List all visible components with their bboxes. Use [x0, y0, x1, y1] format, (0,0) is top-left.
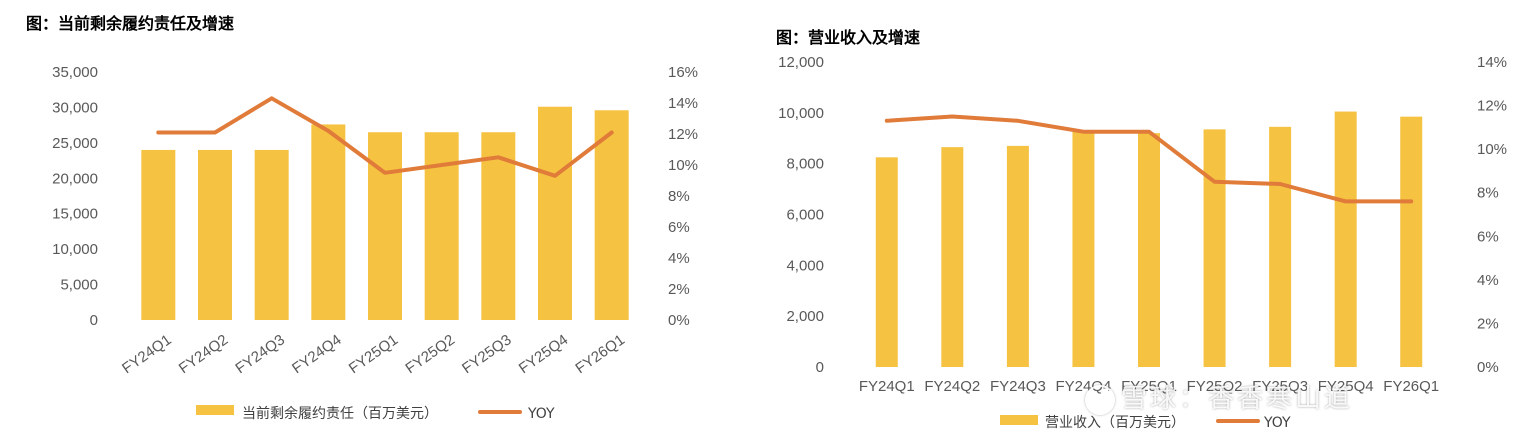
x-tick-label: FY25Q4	[1318, 378, 1374, 395]
y2-tick-label: 14%	[1477, 54, 1507, 71]
y2-tick-label: 2%	[668, 281, 690, 298]
y2-tick-label: 6%	[668, 219, 690, 236]
y-tick-label: 0	[816, 359, 824, 376]
x-tick-label: FY25Q2	[402, 331, 458, 377]
legend-label: 当前剩余履约责任（百万美元）	[242, 405, 438, 422]
x-tick-label: FY24Q2	[176, 331, 232, 377]
y2-tick-label: 8%	[668, 188, 690, 205]
y2-tick-label: 12%	[668, 126, 698, 143]
x-tick-label: FY26Q1	[572, 331, 628, 377]
bar	[1269, 126, 1292, 367]
y-tick-label: 8,000	[786, 156, 824, 173]
bar	[1072, 130, 1095, 367]
bar	[1006, 145, 1029, 367]
bar	[424, 132, 459, 320]
legend-label: 营业收入（百万美元）	[1045, 415, 1185, 431]
bar	[1203, 129, 1226, 367]
x-tick-label: FY26Q1	[1383, 378, 1439, 395]
y2-tick-label: 2%	[1477, 315, 1499, 332]
legend-bar-swatch	[1000, 415, 1038, 425]
y-tick-label: 4,000	[786, 257, 824, 274]
bar	[538, 106, 572, 320]
y-tick-label: 15,000	[52, 206, 98, 223]
y2-tick-label: 10%	[1477, 141, 1507, 158]
y2-tick-label: 0%	[668, 312, 690, 329]
y2-tick-label: 4%	[668, 250, 690, 267]
chart-panel-revenue: 图：营业收入及增速 0 2,000 4,000 6,000 8,000 10,000 12,…	[764, 0, 1528, 442]
watermark-text: 雪球：香香寒山道	[1121, 384, 1354, 414]
x-tick-label: FY25Q3	[459, 331, 515, 377]
y2-tick-label: 6%	[1477, 228, 1499, 245]
y-tick-label: 30,000	[52, 99, 98, 116]
bar	[198, 149, 232, 320]
x-tick-label: FY25Q1	[346, 331, 402, 377]
y-tick-label: 10,000	[778, 105, 824, 122]
x-tick-label: FY24Q3	[232, 331, 288, 377]
y2-tick-label: 12%	[1477, 98, 1507, 115]
y2-tick-label: 8%	[1477, 185, 1499, 202]
x-tick-label: FY24Q2	[924, 378, 980, 395]
bar	[254, 149, 289, 320]
y-tick-label: 25,000	[52, 135, 98, 152]
bar	[311, 124, 346, 320]
x-tick-label: FY25Q2	[1187, 378, 1243, 395]
legend-label: YOY	[1263, 415, 1291, 431]
y-tick-label: 5,000	[60, 277, 98, 294]
bar	[594, 110, 629, 321]
y2-tick-label: 14%	[668, 95, 698, 112]
x-tick-label: FY24Q1	[119, 331, 175, 377]
bar	[941, 147, 964, 367]
x-tick-label: FY24Q3	[990, 378, 1046, 395]
legend-label: YOY	[527, 406, 555, 422]
bar	[481, 132, 516, 320]
bar	[141, 149, 176, 320]
bar	[368, 132, 402, 320]
y2-tick-label: 0%	[1477, 359, 1499, 376]
rpo-chart: 0 5,000 10,000 15,000 20,000 25,000 30,000 35,0…	[52, 64, 698, 422]
bar	[875, 157, 898, 367]
watermark: 雪球：香香寒山道	[1085, 378, 1353, 415]
bar	[1334, 111, 1357, 367]
snowball-logo-icon	[1085, 384, 1115, 415]
y-tick-label: 12,000	[778, 54, 824, 71]
revenue-chart: 0 2,000 4,000 6,000 8,000 10,000 12,000 0% 2% 4% 6…	[778, 54, 1507, 431]
x-tick-label: FY24Q4	[289, 331, 345, 377]
y-tick-label: 6,000	[786, 207, 824, 224]
x-tick-label: FY25Q3	[1252, 378, 1308, 395]
y2-tick-label: 16%	[668, 64, 698, 81]
chart-title: 图：营业收入及增速	[776, 28, 921, 47]
y2-tick-label: 4%	[1477, 272, 1499, 289]
chart-panel-rpo: 图：当前剩余履约责任及增速 0 5,000 10,000 15,000 20,000 25…	[26, 14, 698, 422]
y2-tick-label: 10%	[668, 157, 698, 174]
y-tick-label: 2,000	[786, 308, 824, 325]
x-tick-label: FY25Q4	[516, 331, 572, 377]
y-tick-label: 20,000	[52, 170, 98, 187]
legend-bar-swatch	[196, 405, 234, 415]
chart-title: 图：当前剩余履约责任及增速	[26, 14, 235, 33]
x-tick-label: FY25Q1	[1121, 378, 1177, 395]
y-tick-label: 10,000	[52, 241, 98, 258]
y-tick-label: 0	[90, 312, 98, 329]
bar	[1400, 116, 1423, 367]
x-tick-label: FY24Q1	[859, 378, 915, 395]
y-tick-label: 35,000	[52, 64, 98, 81]
bar	[1138, 133, 1160, 367]
